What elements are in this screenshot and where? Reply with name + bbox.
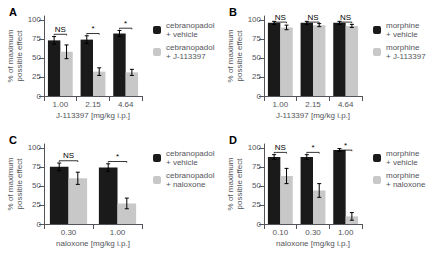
svg-text:NS: NS [340,13,351,22]
svg-text:% of maximum: % of maximum [6,157,15,210]
svg-text:NS: NS [275,13,286,22]
svg-text:possible effect: possible effect [235,30,244,82]
svg-text:naloxone [mg/kg i.p.]: naloxone [mg/kg i.p.] [276,239,350,248]
svg-text:2.15: 2.15 [305,100,321,109]
svg-text:J-113397 [mg/kg i.p.]: J-113397 [mg/kg i.p.] [276,111,350,120]
svg-text:0: 0 [37,92,42,101]
svg-text:25: 25 [252,200,261,209]
svg-text:cebranopadol: cebranopadol [166,21,215,30]
svg-text:+ vehicle: + vehicle [386,158,418,167]
svg-text:0.10: 0.10 [273,228,289,237]
svg-text:D: D [229,134,237,146]
svg-text:% of maximum: % of maximum [6,29,15,82]
svg-text:100: 100 [248,15,262,24]
svg-text:100: 100 [28,143,42,152]
svg-text:0.30: 0.30 [305,228,321,237]
svg-text:NS: NS [55,25,66,34]
svg-text:75: 75 [32,162,41,171]
svg-text:2.15: 2.15 [85,100,101,109]
svg-text:*: * [124,19,127,28]
svg-text:25: 25 [32,200,41,209]
svg-text:morphine: morphine [386,171,420,180]
svg-text:+ naloxone: + naloxone [386,180,426,189]
svg-text:+ J-113397: + J-113397 [166,52,206,61]
svg-text:1.00: 1.00 [110,228,126,237]
svg-text:50: 50 [252,181,261,190]
svg-text:cebranopadol: cebranopadol [166,149,215,158]
svg-text:B: B [229,6,237,18]
svg-text:+ naloxone: + naloxone [166,180,206,189]
svg-text:cebranopadol: cebranopadol [166,43,215,52]
svg-text:50: 50 [32,53,41,62]
svg-text:naloxone [mg/kg i.p.]: naloxone [mg/kg i.p.] [56,239,130,248]
svg-text:C: C [9,134,17,146]
svg-text:0: 0 [37,220,42,229]
svg-text:+ J-113397: + J-113397 [386,52,426,61]
svg-text:75: 75 [32,34,41,43]
svg-text:*: * [311,143,314,152]
svg-text:*: * [116,152,119,161]
svg-text:possible effect: possible effect [15,30,24,82]
svg-text:+ vehicle: + vehicle [386,30,418,39]
svg-text:4.64: 4.64 [118,100,134,109]
svg-text:+ vehicle: + vehicle [166,30,198,39]
svg-text:100: 100 [248,143,262,152]
svg-text:*: * [91,24,94,33]
svg-text:NS: NS [275,143,286,152]
svg-text:75: 75 [252,34,261,43]
svg-text:25: 25 [32,72,41,81]
svg-text:100: 100 [28,15,42,24]
svg-text:*: * [344,141,347,150]
svg-text:1.00: 1.00 [338,228,354,237]
svg-text:% of maximum: % of maximum [226,157,235,210]
svg-text:NS: NS [63,151,74,160]
svg-text:% of maximum: % of maximum [226,29,235,82]
svg-text:J-113397 [mg/kg i.p.]: J-113397 [mg/kg i.p.] [56,111,130,120]
svg-text:cebranopadol: cebranopadol [166,171,215,180]
svg-text:morphine: morphine [386,43,420,52]
svg-text:75: 75 [252,162,261,171]
svg-text:possible effect: possible effect [235,158,244,210]
svg-text:0.30: 0.30 [61,228,77,237]
svg-text:4.64: 4.64 [338,100,354,109]
svg-text:A: A [9,6,17,18]
svg-text:1.00: 1.00 [273,100,289,109]
svg-text:0: 0 [257,92,262,101]
svg-text:NS: NS [307,13,318,22]
svg-text:1.00: 1.00 [53,100,69,109]
svg-text:0: 0 [257,220,262,229]
svg-text:50: 50 [252,53,261,62]
svg-text:25: 25 [252,72,261,81]
svg-text:morphine: morphine [386,21,420,30]
svg-text:morphine: morphine [386,149,420,158]
svg-text:+ vehicle: + vehicle [166,158,198,167]
svg-text:50: 50 [32,181,41,190]
svg-text:possible effect: possible effect [15,158,24,210]
